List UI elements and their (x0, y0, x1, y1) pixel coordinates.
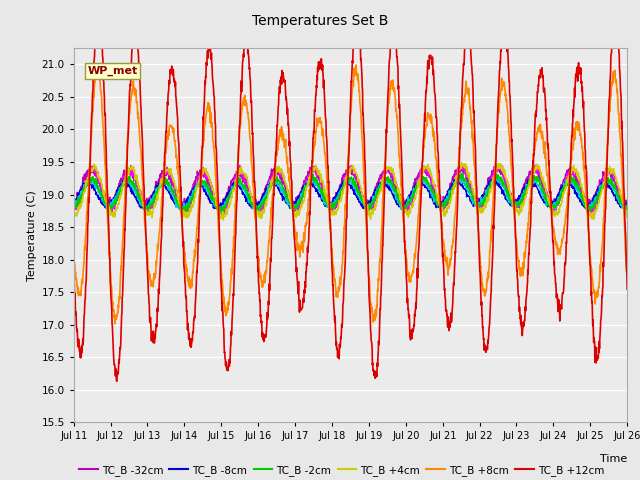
Legend: TC_B -32cm, TC_B -16cm, TC_B -8cm, TC_B -4cm, TC_B -2cm, TC_B +4cm, TC_B +8cm, T: TC_B -32cm, TC_B -16cm, TC_B -8cm, TC_B … (79, 465, 605, 480)
Line: TC_B -2cm: TC_B -2cm (74, 173, 627, 213)
Text: Time: Time (600, 454, 627, 464)
Line: TC_B +12cm: TC_B +12cm (74, 6, 627, 381)
Text: WP_met: WP_met (88, 66, 138, 76)
Line: TC_B -16cm: TC_B -16cm (74, 164, 627, 215)
Line: TC_B +4cm: TC_B +4cm (74, 162, 627, 220)
Line: TC_B -4cm: TC_B -4cm (74, 175, 627, 213)
Line: TC_B -8cm: TC_B -8cm (74, 178, 627, 210)
Y-axis label: Temperature (C): Temperature (C) (27, 190, 37, 281)
Line: TC_B +8cm: TC_B +8cm (74, 65, 627, 324)
Text: Temperatures Set B: Temperatures Set B (252, 14, 388, 28)
Line: TC_B -32cm: TC_B -32cm (74, 165, 627, 210)
